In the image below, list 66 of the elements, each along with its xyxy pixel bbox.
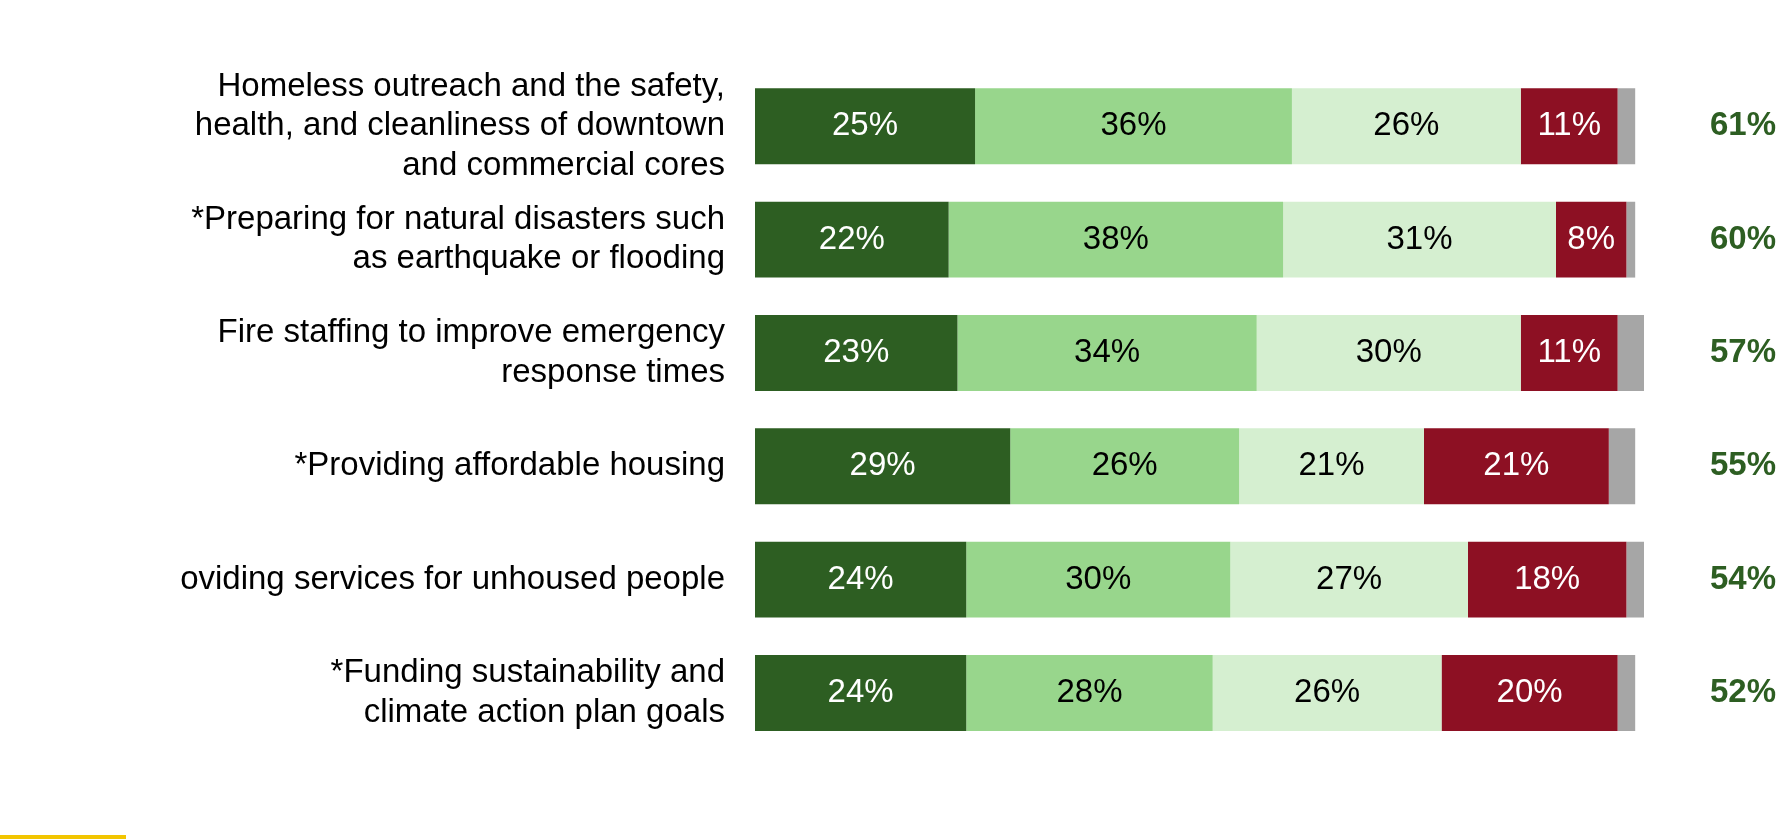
data-label: 29%: [849, 445, 916, 483]
bar: [755, 201, 949, 278]
data-label: 8%: [1567, 218, 1616, 256]
data-label: 20%: [1496, 672, 1563, 710]
bar: [755, 428, 1011, 505]
data-label: 18%: [1514, 558, 1581, 596]
bar: [975, 88, 1292, 165]
bar: [1617, 88, 1636, 165]
y-tick-label: oviding services for unhoused people: [180, 558, 725, 596]
data-label: 11%: [1537, 105, 1601, 143]
bar: [1283, 201, 1556, 278]
data-label: 26%: [1091, 445, 1158, 483]
y-tick-label: *Providing affordable housing: [294, 445, 725, 483]
bar: [1423, 428, 1609, 505]
data-label: 30%: [1065, 558, 1132, 596]
bar: [1239, 428, 1424, 505]
y-tick-label: *Funding sustainability and climate action plan goals: [330, 652, 725, 729]
text: 55%: [1710, 445, 1777, 483]
bar: [755, 654, 967, 731]
data-label: 26%: [1294, 672, 1361, 710]
bar: [966, 654, 1213, 731]
data-label: 28%: [1056, 672, 1123, 710]
data-label: 22%: [818, 218, 885, 256]
bar: [1608, 428, 1636, 505]
text: 61%: [1710, 105, 1777, 143]
bar: [755, 314, 958, 391]
data-label: 24%: [827, 672, 894, 710]
bar: [966, 541, 1231, 618]
text: 60%: [1710, 218, 1777, 256]
data-label: 23%: [823, 332, 890, 370]
bar: [1555, 201, 1627, 278]
text: 52%: [1710, 672, 1777, 710]
bar: [1256, 314, 1521, 391]
bar: [1291, 88, 1521, 165]
bar: [1626, 201, 1636, 278]
bar: [755, 541, 967, 618]
y-tick-label: Homeless outreach and the safety, health, and cleanliness of downtown and commercial cores: [194, 65, 725, 182]
data-label: 11%: [1537, 332, 1601, 370]
data-label: 27%: [1316, 558, 1383, 596]
bar: [755, 88, 976, 165]
data-label: 21%: [1298, 445, 1365, 483]
data-label: 34%: [1074, 332, 1141, 370]
bar: [1520, 88, 1618, 165]
bar: [1617, 314, 1644, 391]
text: 57%: [1710, 332, 1777, 370]
y-tick-label: *Preparing for natural disasters such as earthquake or flooding: [191, 198, 725, 276]
bar: [1520, 314, 1618, 391]
data-label: 24%: [827, 558, 894, 596]
y-tick-label: Fire staffing to improve emergency response times: [217, 312, 726, 389]
bar: [1617, 654, 1636, 731]
bar: [957, 314, 1257, 391]
bar: [1212, 654, 1442, 731]
data-label: 36%: [1100, 105, 1167, 143]
bar: [1441, 654, 1618, 731]
text: 54%: [1710, 558, 1777, 596]
bar: [1626, 541, 1644, 618]
bar: [1230, 541, 1468, 618]
data-label: 21%: [1483, 445, 1550, 483]
bar: [1467, 541, 1627, 618]
bar: [1010, 428, 1240, 505]
data-label: 30%: [1355, 332, 1422, 370]
data-label: 26%: [1373, 105, 1440, 143]
data-label: 38%: [1082, 218, 1149, 256]
bar: [948, 201, 1284, 278]
data-label: 31%: [1386, 218, 1453, 256]
data-label: 25%: [831, 105, 899, 143]
